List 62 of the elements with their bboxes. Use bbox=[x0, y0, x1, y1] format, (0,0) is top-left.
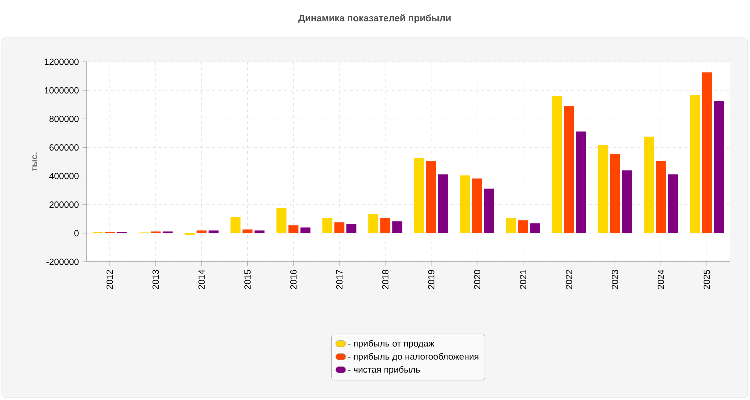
bar bbox=[518, 220, 528, 234]
bar bbox=[714, 101, 724, 234]
y-tick-label: 200000 bbox=[50, 202, 79, 208]
legend-label: - прибыль от продаж bbox=[348, 340, 435, 349]
bar bbox=[288, 226, 299, 234]
x-tick-label: 2019 bbox=[428, 270, 435, 290]
bar bbox=[564, 106, 574, 234]
bar bbox=[346, 224, 357, 234]
x-tick-label: 2024 bbox=[658, 270, 664, 290]
bar bbox=[598, 145, 608, 234]
x-tick-label: 2015 bbox=[244, 270, 251, 290]
bar bbox=[690, 95, 700, 234]
bar bbox=[322, 218, 333, 234]
y-tick-label: 400000 bbox=[50, 173, 79, 180]
bar bbox=[576, 132, 586, 234]
x-tick-label: 2021 bbox=[520, 270, 527, 290]
bar bbox=[552, 96, 562, 234]
bar bbox=[300, 228, 311, 234]
x-tick-label: 2016 bbox=[290, 270, 297, 290]
y-tick-label: 1200000 bbox=[45, 58, 79, 66]
bar bbox=[668, 174, 678, 234]
bar bbox=[622, 170, 632, 234]
bar bbox=[702, 72, 712, 234]
legend-label: - чистая прибыль bbox=[348, 366, 420, 375]
x-tick-label: 2014 bbox=[198, 270, 206, 290]
x-tick-label: 2023 bbox=[612, 270, 618, 290]
bar bbox=[196, 230, 207, 234]
bar bbox=[242, 230, 253, 234]
y-tick-label: 1000000 bbox=[45, 87, 79, 94]
x-tick-label: 2017 bbox=[336, 270, 343, 290]
bar bbox=[230, 217, 241, 234]
y-tick-label: 0 bbox=[74, 230, 79, 237]
x-tick-label: 2012 bbox=[106, 270, 114, 290]
bar bbox=[254, 230, 265, 234]
bar bbox=[426, 161, 436, 234]
chart-title: Динамика показателей прибыли bbox=[298, 14, 451, 24]
y-tick-label: -200000 bbox=[46, 258, 79, 266]
bar bbox=[380, 218, 391, 234]
x-tick-label: 2013 bbox=[152, 270, 160, 290]
y-axis-title: тыс. bbox=[32, 152, 38, 172]
bar bbox=[506, 218, 516, 234]
y-tick-label: 600000 bbox=[50, 144, 79, 151]
bar bbox=[484, 188, 494, 234]
bar bbox=[644, 136, 654, 234]
bar bbox=[276, 208, 287, 234]
bar bbox=[472, 178, 482, 234]
legend-label: - прибыль до налогообложения bbox=[348, 353, 479, 362]
bar bbox=[208, 230, 219, 234]
bar bbox=[414, 158, 424, 234]
y-tick-label: 800000 bbox=[50, 116, 79, 122]
bar bbox=[368, 214, 379, 234]
x-tick-label: 2025 bbox=[704, 270, 710, 290]
x-tick-label: 2020 bbox=[474, 270, 481, 290]
bar bbox=[460, 176, 470, 234]
bar bbox=[530, 224, 540, 234]
bar bbox=[334, 222, 345, 234]
bar bbox=[438, 174, 448, 234]
bar bbox=[656, 161, 666, 234]
x-tick-label: 2018 bbox=[382, 270, 389, 290]
x-tick-label: 2022 bbox=[566, 270, 572, 290]
bar bbox=[610, 154, 620, 234]
bar bbox=[392, 222, 403, 234]
